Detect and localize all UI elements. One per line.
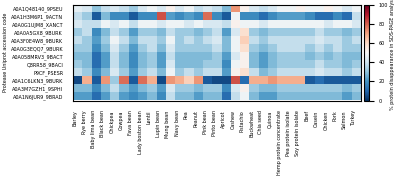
Y-axis label: % protein disappearance in SDS-PAGE analysis: % protein disappearance in SDS-PAGE anal… bbox=[390, 0, 396, 110]
Y-axis label: Protease Uniprot accession code: Protease Uniprot accession code bbox=[3, 13, 8, 92]
